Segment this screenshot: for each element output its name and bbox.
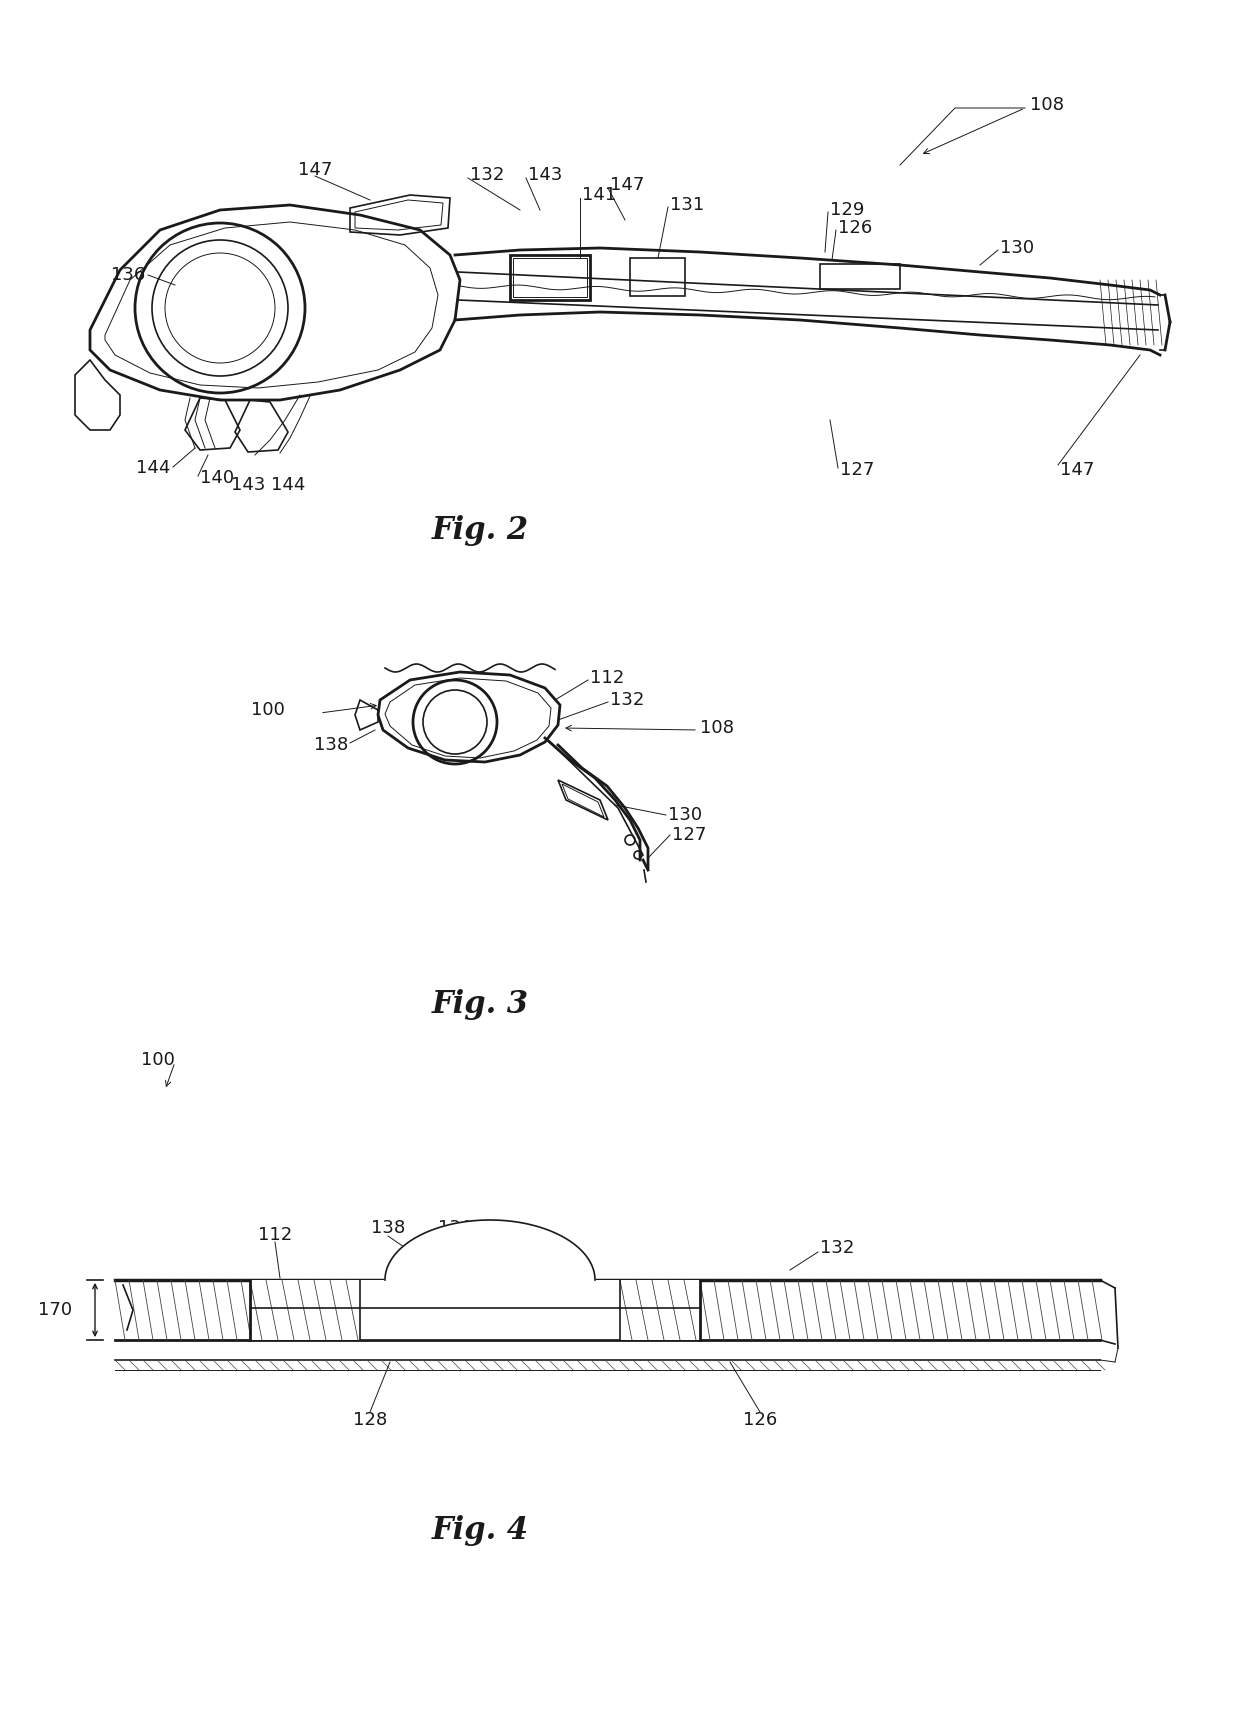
- Text: 108: 108: [701, 719, 734, 737]
- Text: 136: 136: [438, 1218, 472, 1237]
- Text: 147: 147: [610, 176, 645, 194]
- Text: 132: 132: [470, 165, 505, 184]
- Text: 144: 144: [135, 460, 170, 477]
- Text: 100: 100: [141, 1052, 175, 1069]
- Bar: [360, 1308, 620, 1341]
- Text: Fig. 3: Fig. 3: [432, 990, 528, 1021]
- Bar: [360, 1308, 620, 1341]
- Text: 128: 128: [353, 1411, 387, 1428]
- Text: 100: 100: [252, 700, 285, 719]
- Text: 132: 132: [820, 1239, 854, 1256]
- Polygon shape: [384, 1220, 595, 1280]
- Text: 147: 147: [1060, 461, 1095, 478]
- Text: 126: 126: [838, 219, 872, 237]
- Text: 147: 147: [298, 162, 332, 179]
- Text: 130: 130: [999, 239, 1034, 256]
- Text: 144: 144: [270, 477, 305, 494]
- Bar: [513, 258, 587, 298]
- Text: 170: 170: [38, 1301, 72, 1318]
- Text: 130: 130: [668, 805, 702, 824]
- Text: 138: 138: [371, 1218, 405, 1237]
- Bar: [250, 1280, 701, 1341]
- Text: 126: 126: [743, 1411, 777, 1428]
- Text: Fig. 4: Fig. 4: [432, 1514, 528, 1545]
- Text: 140: 140: [200, 470, 234, 487]
- Text: 112: 112: [590, 669, 624, 687]
- Text: 132: 132: [610, 692, 645, 709]
- Text: 129: 129: [830, 201, 864, 219]
- Text: 112: 112: [258, 1225, 293, 1244]
- Text: 127: 127: [839, 461, 874, 478]
- Text: 143: 143: [528, 165, 563, 184]
- Text: 143: 143: [231, 477, 265, 494]
- Bar: [630, 258, 684, 296]
- Text: 138: 138: [314, 737, 348, 754]
- Text: 127: 127: [672, 826, 707, 843]
- Text: 131: 131: [670, 196, 704, 213]
- Text: Fig. 2: Fig. 2: [432, 515, 528, 546]
- Text: 136: 136: [110, 267, 145, 284]
- Bar: [820, 263, 900, 289]
- Bar: [510, 255, 590, 299]
- Text: 141: 141: [582, 186, 616, 205]
- Text: 108: 108: [1030, 96, 1064, 114]
